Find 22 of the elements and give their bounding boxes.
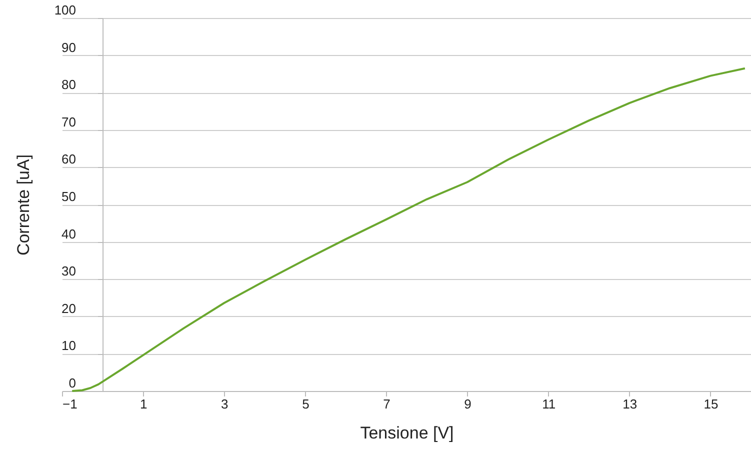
x-tick-label: −1 (62, 396, 78, 412)
x-axis-title: Tensione [V] (360, 424, 454, 442)
y-tick-label: 30 (62, 264, 76, 279)
y-tick-label: 90 (62, 40, 76, 55)
x-tick-label: 11 (542, 396, 556, 412)
y-tick-label: 70 (62, 114, 76, 130)
x-tick-label: 1 (140, 396, 148, 412)
y-axis-title: Corrente [uA] (14, 154, 34, 256)
x-tick-label: 3 (221, 396, 228, 412)
y-tick-label: 100 (54, 2, 76, 18)
y-tick-label: 0 (68, 376, 76, 390)
y-tick-label: 60 (62, 152, 76, 167)
x-tick-label: 13 (622, 396, 638, 412)
y-tick-label: 40 (62, 226, 76, 242)
x-tick-label: 7 (383, 396, 390, 412)
x-tick-label: 9 (464, 396, 472, 412)
y-tick-label: 10 (62, 338, 76, 354)
y-tick-label: 80 (62, 77, 76, 92)
y-tick-label: 50 (62, 189, 76, 204)
x-tick-label: 15 (704, 396, 718, 412)
x-tick-label: 5 (302, 396, 310, 412)
y-tick-label: 20 (62, 300, 76, 316)
